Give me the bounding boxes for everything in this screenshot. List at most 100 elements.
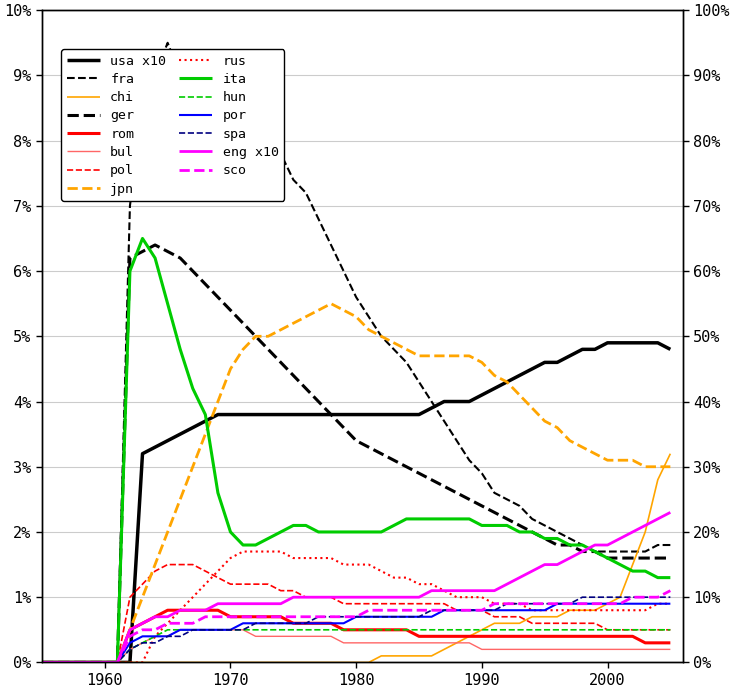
- ger: [653, 554, 662, 562]
- bul: [666, 645, 675, 653]
- ger: [503, 515, 512, 523]
- jpn: [226, 365, 235, 373]
- por: [553, 599, 562, 608]
- Line: eng x10: eng x10: [42, 512, 670, 662]
- rus: [239, 547, 247, 556]
- bul: [251, 632, 260, 641]
- sco: [176, 619, 185, 628]
- rom: [239, 612, 247, 621]
- bul: [189, 626, 197, 634]
- ita: [189, 384, 197, 392]
- Line: usa x10: usa x10: [42, 343, 670, 662]
- spa: [578, 593, 586, 601]
- pol: [653, 626, 662, 634]
- ger: [465, 495, 473, 504]
- chi: [452, 639, 461, 647]
- usa x10: [226, 410, 235, 419]
- por: [176, 626, 185, 634]
- eng x10: [666, 508, 675, 516]
- pol: [666, 626, 675, 634]
- jpn: [37, 658, 46, 666]
- rus: [465, 593, 473, 601]
- pol: [163, 561, 172, 569]
- jpn: [465, 352, 473, 360]
- rus: [666, 599, 675, 608]
- Line: bul: bul: [42, 630, 670, 662]
- jpn: [653, 462, 662, 471]
- rom: [666, 639, 675, 647]
- ita: [239, 541, 247, 549]
- ger: [189, 267, 197, 275]
- eng x10: [452, 587, 461, 595]
- pol: [465, 606, 473, 614]
- jpn: [239, 345, 247, 354]
- sco: [37, 658, 46, 666]
- ger: [150, 241, 159, 249]
- spa: [490, 606, 499, 614]
- rus: [226, 554, 235, 562]
- rus: [37, 658, 46, 666]
- spa: [176, 632, 185, 641]
- fra: [666, 541, 675, 549]
- ger: [37, 658, 46, 666]
- pol: [251, 580, 260, 588]
- rus: [503, 599, 512, 608]
- bul: [37, 658, 46, 666]
- Line: hun: hun: [42, 630, 670, 662]
- fra: [251, 98, 260, 106]
- rus: [653, 599, 662, 608]
- fra: [163, 39, 172, 47]
- por: [666, 599, 675, 608]
- rom: [465, 632, 473, 641]
- Line: por: por: [42, 603, 670, 662]
- chi: [653, 475, 662, 484]
- Legend: usa x10, fra, chi, ger, rom, bul, pol, jpn, rus, ita, hun, por, spa, eng x10, sc: usa x10, fra, chi, ger, rom, bul, pol, j…: [62, 49, 284, 201]
- hun: [503, 626, 512, 634]
- ita: [465, 515, 473, 523]
- rom: [37, 658, 46, 666]
- spa: [239, 626, 247, 634]
- spa: [226, 626, 235, 634]
- bul: [653, 645, 662, 653]
- por: [239, 619, 247, 628]
- hun: [251, 626, 260, 634]
- usa x10: [239, 410, 247, 419]
- fra: [465, 456, 473, 464]
- chi: [226, 658, 235, 666]
- Line: ita: ita: [42, 239, 670, 662]
- eng x10: [37, 658, 46, 666]
- spa: [452, 606, 461, 614]
- ita: [503, 521, 512, 529]
- bul: [503, 645, 512, 653]
- por: [490, 606, 499, 614]
- bul: [239, 626, 247, 634]
- rom: [189, 606, 197, 614]
- usa x10: [37, 658, 46, 666]
- por: [37, 658, 46, 666]
- rus: [251, 547, 260, 556]
- eng x10: [653, 515, 662, 523]
- ita: [138, 235, 147, 243]
- rom: [251, 612, 260, 621]
- usa x10: [452, 397, 461, 406]
- rom: [503, 632, 512, 641]
- sco: [226, 612, 235, 621]
- sco: [666, 587, 675, 595]
- pol: [37, 658, 46, 666]
- hun: [239, 626, 247, 634]
- rom: [653, 639, 662, 647]
- pol: [503, 612, 512, 621]
- chi: [490, 619, 499, 628]
- usa x10: [176, 430, 185, 438]
- sco: [239, 612, 247, 621]
- ger: [666, 554, 675, 562]
- Line: ger: ger: [42, 245, 670, 662]
- bul: [176, 626, 185, 634]
- ita: [653, 574, 662, 582]
- ita: [251, 541, 260, 549]
- chi: [176, 658, 185, 666]
- Line: fra: fra: [42, 43, 670, 662]
- jpn: [666, 462, 675, 471]
- fra: [37, 658, 46, 666]
- hun: [666, 626, 675, 634]
